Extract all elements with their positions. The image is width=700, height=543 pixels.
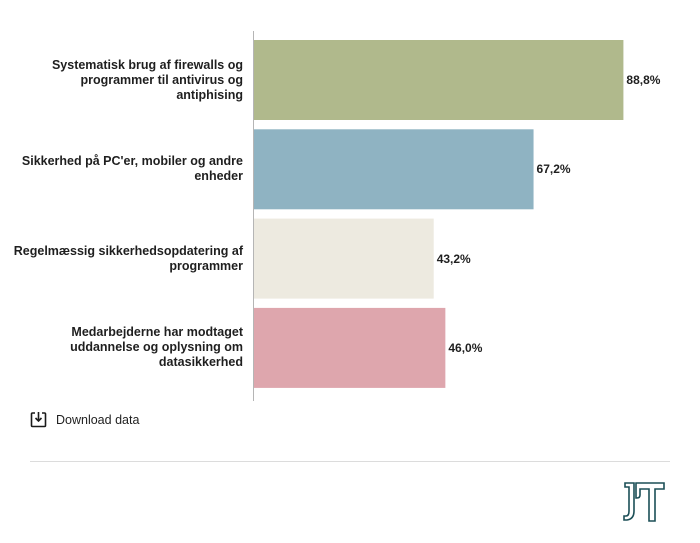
download-icon [30, 412, 47, 428]
value-label-2: 67,2% [536, 162, 571, 177]
bar-4[interactable] [254, 307, 446, 388]
bars-group [254, 40, 624, 388]
value-label-4: 46,0% [448, 340, 483, 355]
category-label-1: Systematisk brug af firewalls og program… [51, 57, 243, 102]
download-data-label: Download data [56, 412, 140, 427]
value-label-1: 88,8% [626, 73, 661, 87]
footer-divider [30, 461, 670, 462]
value-label-3: 43,2% [436, 251, 471, 266]
it-logo [623, 482, 665, 522]
category-label-4: Medarbejderne har modtaget uddannelse og… [70, 325, 243, 370]
category-label-3: Regelmæssig sikkerhedsopdatering af prog… [13, 243, 243, 273]
bar-3[interactable] [254, 218, 434, 299]
bar-chart [253, 31, 624, 401]
category-label-2: Sikkerhed på PC'er, mobiler og andre enh… [21, 154, 243, 184]
download-data-button[interactable]: Download data [30, 411, 139, 428]
bar-1[interactable] [254, 40, 624, 120]
bar-2[interactable] [254, 129, 534, 210]
